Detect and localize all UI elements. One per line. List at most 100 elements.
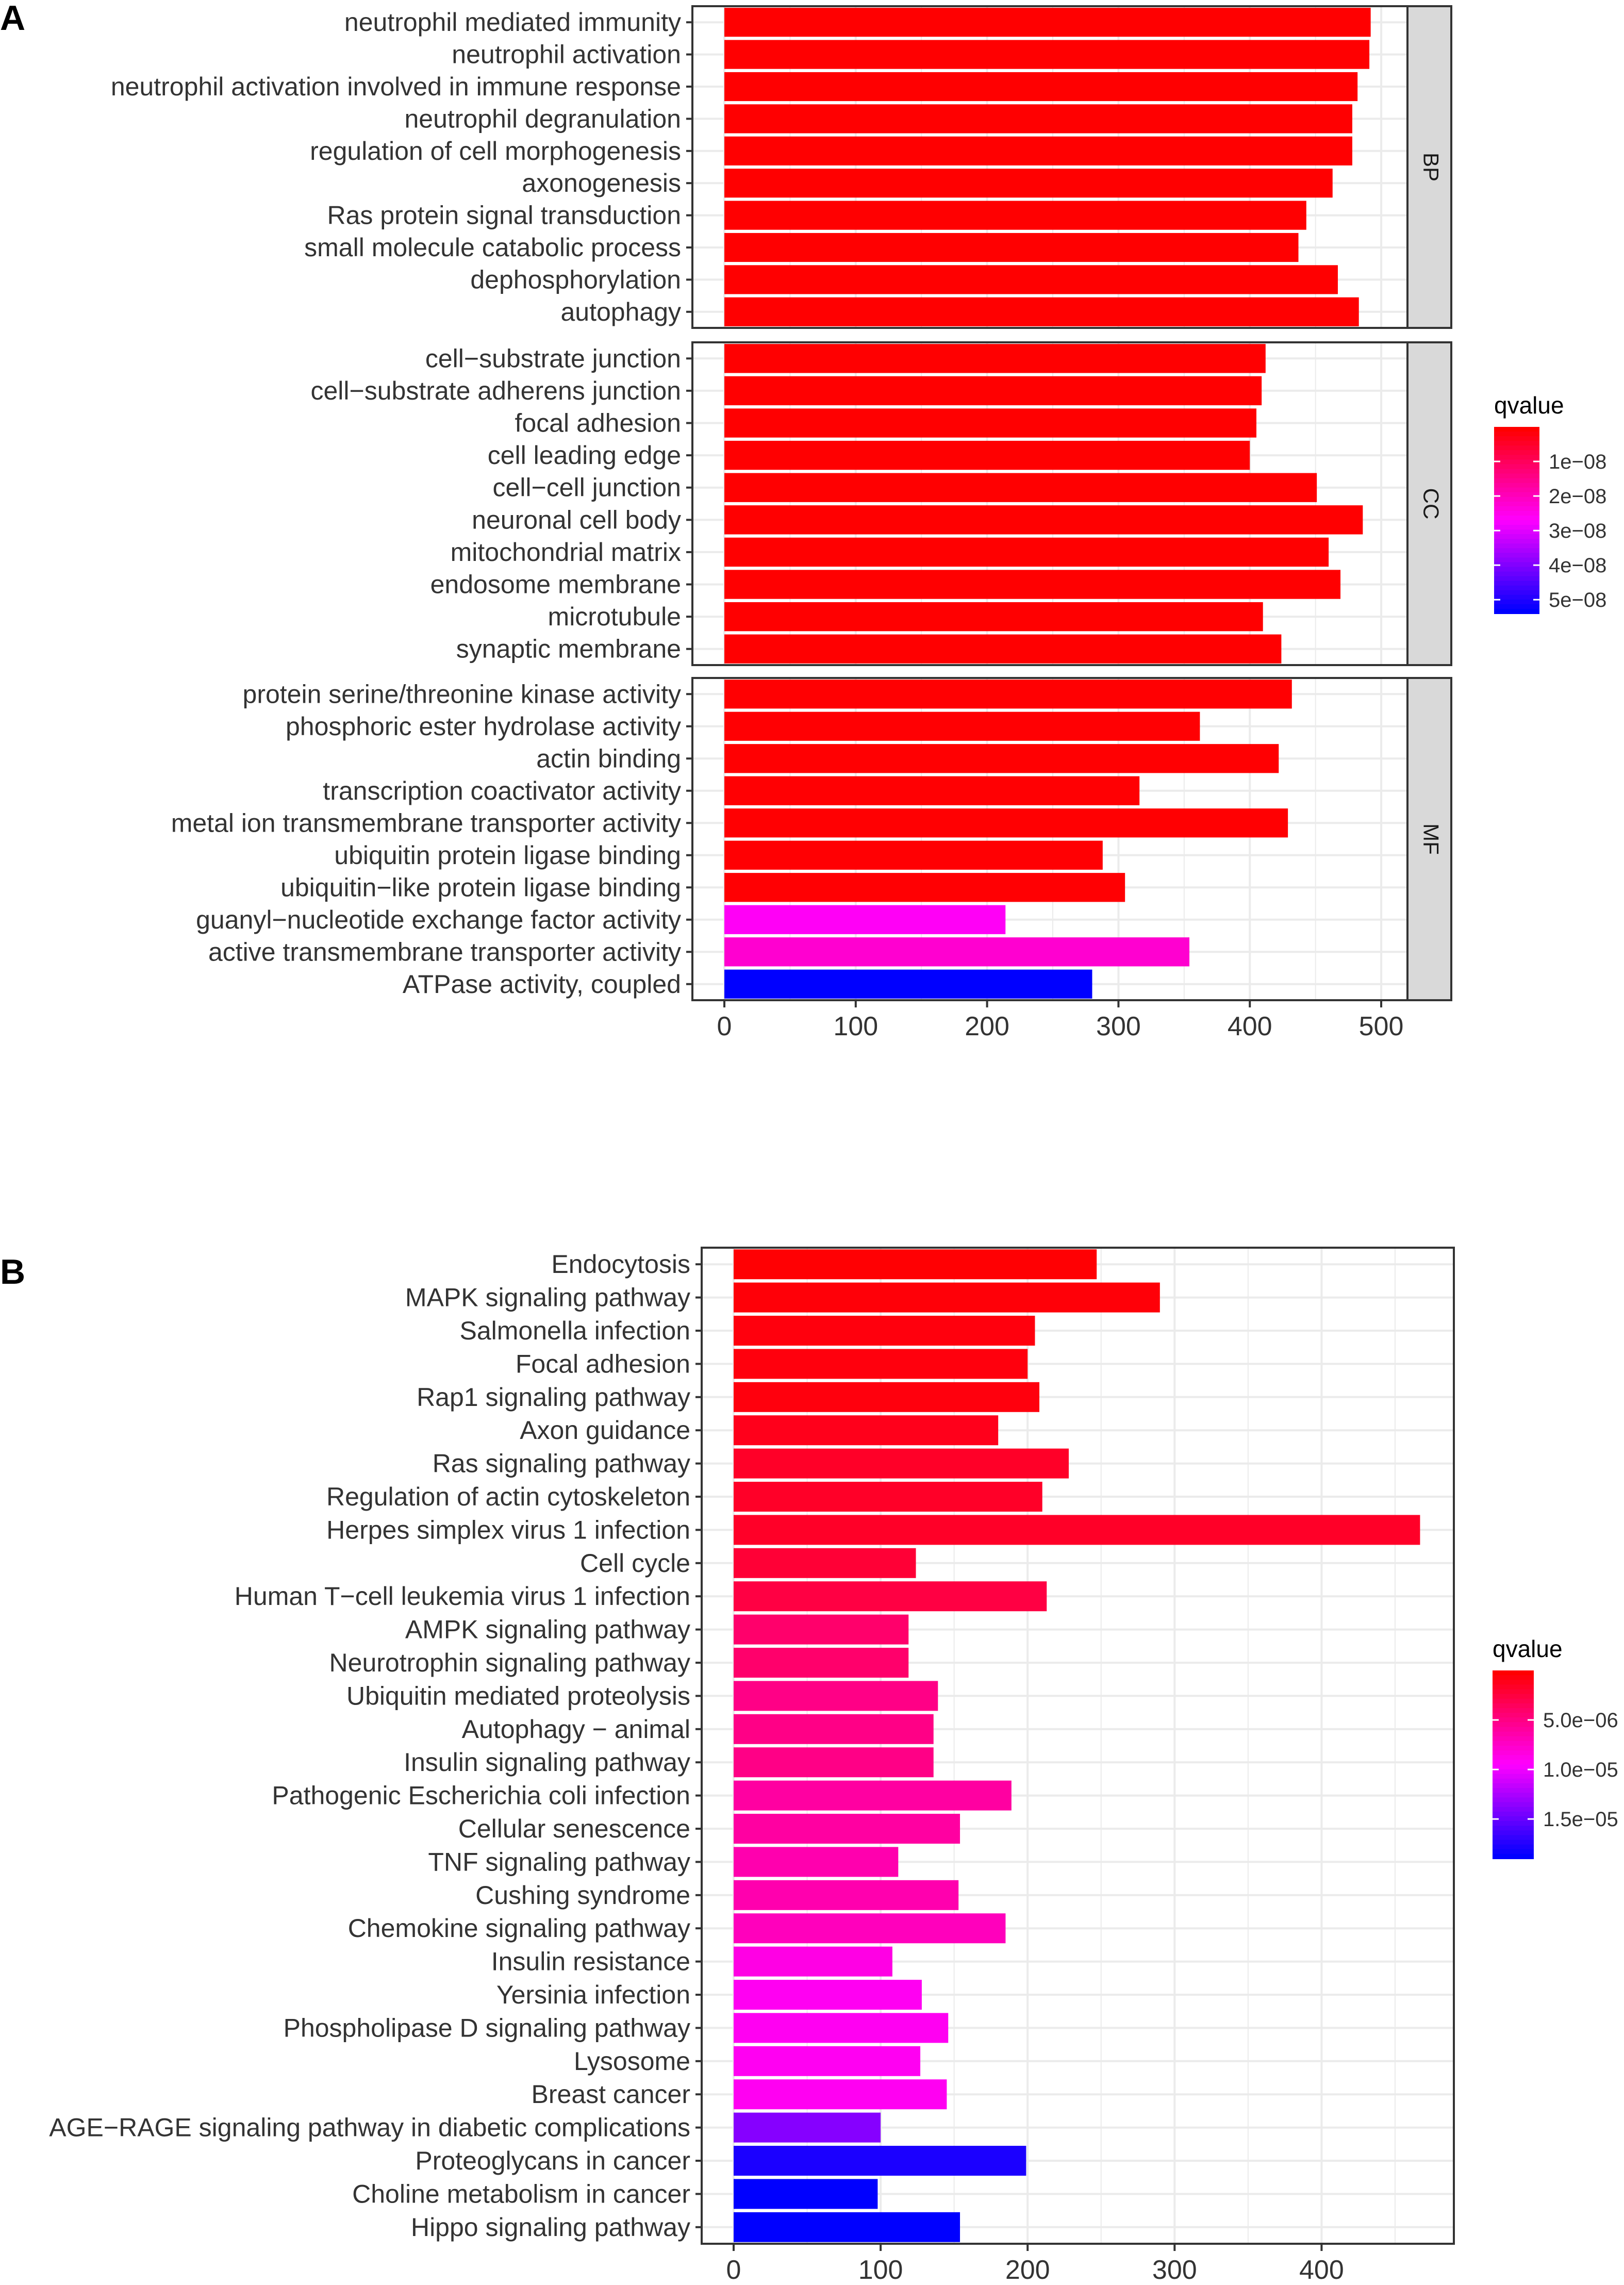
legend-gradient-stop bbox=[1493, 1680, 1534, 1685]
legend-gradient-stop bbox=[1493, 1746, 1534, 1751]
bar bbox=[734, 1382, 1040, 1412]
category-label: Ras signaling pathway bbox=[433, 1449, 690, 1478]
category-label: neutrophil activation bbox=[452, 40, 681, 69]
bar bbox=[734, 1249, 1097, 1280]
legend-gradient-stop bbox=[1493, 1750, 1534, 1756]
legend-gradient-stop bbox=[1494, 594, 1539, 600]
legend-tick-label: 5.0e−06 bbox=[1543, 1709, 1618, 1732]
bar bbox=[724, 840, 1103, 870]
category-label: autophagy bbox=[560, 297, 681, 326]
chart-panel-a: neutrophil mediated immunity neutrophil a… bbox=[111, 5, 1606, 1041]
legend-gradient-stop bbox=[1494, 510, 1539, 516]
bar bbox=[734, 1780, 1012, 1811]
legend-gradient-stop bbox=[1493, 1703, 1534, 1709]
bar bbox=[724, 72, 1358, 102]
category-label: neutrophil mediated immunity bbox=[344, 8, 681, 37]
category-label: Chemokine signaling pathway bbox=[348, 1914, 690, 1943]
legend-gradient-stop bbox=[1493, 1760, 1534, 1765]
bar bbox=[724, 905, 1006, 934]
bar bbox=[734, 1282, 1160, 1313]
category-label: active transmembrane transporter activit… bbox=[208, 937, 681, 966]
legend-gradient-stop bbox=[1493, 1797, 1534, 1803]
legend-gradient-stop bbox=[1494, 548, 1539, 554]
legend-tick-label: 1e−08 bbox=[1549, 451, 1606, 473]
legend-gradient-stop bbox=[1493, 1670, 1534, 1676]
category-label: AMPK signaling pathway bbox=[405, 1615, 690, 1644]
plot-panel bbox=[702, 1248, 1454, 2244]
category-label: regulation of cell morphogenesis bbox=[310, 137, 681, 165]
legend-gradient-stop bbox=[1493, 1769, 1534, 1775]
legend-gradient-stop bbox=[1494, 557, 1539, 563]
category-label: Neurotrophin signaling pathway bbox=[329, 1648, 690, 1677]
bar bbox=[724, 169, 1333, 198]
category-label: transcription coactivator activity bbox=[323, 776, 681, 805]
legend-gradient-stop bbox=[1493, 1783, 1534, 1789]
category-label: MAPK signaling pathway bbox=[405, 1283, 690, 1312]
legend-gradient-stop bbox=[1494, 469, 1539, 474]
bar bbox=[734, 1581, 1047, 1612]
legend-gradient-stop bbox=[1494, 604, 1539, 609]
category-label: Focal adhesion bbox=[516, 1349, 690, 1378]
legend-gradient-stop bbox=[1493, 1807, 1534, 1812]
legend-gradient-stop bbox=[1493, 1840, 1534, 1845]
legend-gradient-stop bbox=[1494, 478, 1539, 484]
legend-gradient-stop bbox=[1494, 543, 1539, 549]
category-label: neutrophil activation involved in immune… bbox=[111, 72, 681, 101]
category-label: AGE−RAGE signaling pathway in diabetic c… bbox=[49, 2113, 690, 2142]
category-label: metal ion transmembrane transporter acti… bbox=[171, 808, 681, 837]
legend-gradient-stop bbox=[1494, 455, 1539, 460]
bar bbox=[724, 570, 1341, 599]
bar bbox=[734, 1913, 1006, 1944]
category-label: Yersinia infection bbox=[496, 1980, 690, 2009]
category-label: neutrophil degranulation bbox=[404, 104, 681, 133]
legend-gradient-stop bbox=[1494, 496, 1539, 502]
category-label: ubiquitin protein ligase binding bbox=[334, 841, 681, 870]
category-label: actin binding bbox=[536, 744, 681, 773]
bar bbox=[724, 602, 1263, 632]
legend-gradient-stop bbox=[1494, 441, 1539, 446]
bar bbox=[734, 1548, 916, 1578]
bar bbox=[734, 2013, 949, 2043]
legend-gradient-stop bbox=[1493, 1698, 1534, 1704]
legend-gradient-stop bbox=[1494, 464, 1539, 470]
legend-gradient-stop bbox=[1494, 473, 1539, 479]
category-label: protein serine/threonine kinase activity bbox=[243, 680, 681, 708]
legend-gradient-stop bbox=[1493, 1755, 1534, 1761]
legend-gradient-stop bbox=[1494, 539, 1539, 544]
legend-gradient-stop bbox=[1493, 1722, 1534, 1728]
legend-gradient-stop bbox=[1494, 525, 1539, 531]
category-label: Pathogenic Escherichia coli infection bbox=[272, 1781, 690, 1810]
legend-gradient-stop bbox=[1493, 1778, 1534, 1784]
category-label: microtubule bbox=[548, 602, 681, 631]
category-label: endosome membrane bbox=[430, 570, 681, 599]
plot-panel-b: Endocytosis MAPK signaling pathway Salmone… bbox=[49, 1247, 1455, 2245]
category-label: cell leading edge bbox=[488, 441, 681, 470]
x-tick-label: 0 bbox=[717, 1012, 732, 1041]
category-label: guanyl−nucleotide exchange factor activi… bbox=[196, 905, 681, 934]
legend-gradient-stop bbox=[1493, 1849, 1534, 1855]
legend-gradient-stop bbox=[1493, 1713, 1534, 1718]
bar bbox=[734, 1980, 922, 2010]
facet-strip bbox=[1406, 677, 1452, 1001]
category-label: Insulin resistance bbox=[491, 1947, 690, 1976]
legend-gradient-stop bbox=[1494, 608, 1539, 614]
facet-panel-bp: neutrophil mediated immunity neutrophil a… bbox=[111, 5, 1452, 329]
category-label: mitochondrial matrix bbox=[451, 538, 681, 567]
category-label: Axon guidance bbox=[520, 1416, 690, 1445]
legend-gradient-stop bbox=[1493, 1736, 1534, 1742]
legend-gradient-stop bbox=[1493, 1684, 1534, 1690]
category-label: focal adhesion bbox=[515, 409, 681, 438]
legend-title: qvalue bbox=[1494, 392, 1564, 419]
bar bbox=[734, 1946, 892, 1977]
legend-gradient-stop bbox=[1493, 1689, 1534, 1695]
legend-gradient-stop bbox=[1493, 1717, 1534, 1723]
legend-gradient-stop bbox=[1494, 487, 1539, 493]
legend-gradient-stop bbox=[1494, 529, 1539, 535]
legend-gradient-stop bbox=[1494, 567, 1539, 572]
x-tick-label: 400 bbox=[1299, 2255, 1344, 2285]
legend-gradient-stop bbox=[1493, 1802, 1534, 1808]
legend-gradient-stop bbox=[1493, 1727, 1534, 1732]
legend-tick-label: 2e−08 bbox=[1549, 485, 1606, 508]
x-tick-label: 100 bbox=[833, 1012, 878, 1041]
legend-tick-label: 1.0e−05 bbox=[1543, 1759, 1618, 1781]
